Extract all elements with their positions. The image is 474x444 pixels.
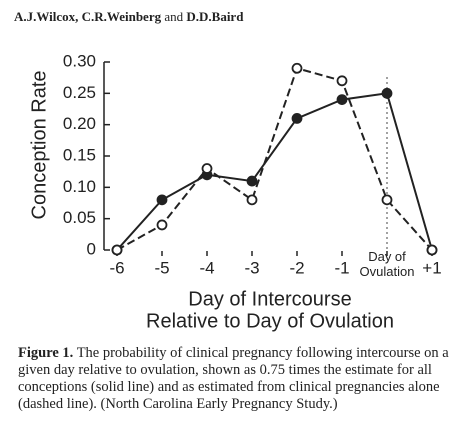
data-point xyxy=(291,113,303,124)
series-line xyxy=(116,92,433,251)
x-tick-label: -5 xyxy=(154,258,169,277)
data-point xyxy=(111,244,123,256)
y-tick-label: 0.10 xyxy=(63,177,96,196)
chart: A.J.Wilcox, C.R.Weinberg and D.D.Baird C… xyxy=(14,9,442,332)
authors-and: and xyxy=(164,9,183,24)
authors: A.J.Wilcox, C.R.Weinberg and D.D.Baird xyxy=(14,9,244,24)
x-tick-label: -2 xyxy=(289,258,304,277)
caption-text: The probability of clinical pregnancy fo… xyxy=(18,345,449,412)
data-point xyxy=(381,194,393,206)
author-names: A.J.Wilcox, C.R.Weinberg xyxy=(14,9,162,24)
y-tick-label: 0 xyxy=(87,239,96,258)
y-tick-label: 0.20 xyxy=(63,114,96,133)
data-point xyxy=(336,94,348,105)
x-tick-label: -1 xyxy=(334,258,349,277)
data-point xyxy=(246,175,258,187)
caption-label: Figure 1. xyxy=(18,345,74,361)
data-point xyxy=(381,87,393,99)
caption: Figure 1. The probability of clinical pr… xyxy=(18,345,466,413)
y-tick-label: 0.15 xyxy=(63,145,96,164)
data-point xyxy=(156,194,168,206)
data-point xyxy=(336,75,348,87)
x-tick-label: -4 xyxy=(199,258,214,277)
x-tick-label: -3 xyxy=(244,258,259,277)
y-tick-label: 0.30 xyxy=(63,51,96,70)
x-tick-label: Day of Ovulation xyxy=(360,249,415,279)
data-point xyxy=(291,62,303,74)
x-axis-label: Relative to Day of Ovulation xyxy=(146,310,394,332)
data-point xyxy=(426,244,438,256)
data-point xyxy=(156,219,168,231)
x-tick-label: +1 xyxy=(422,258,441,277)
y-axis-label: Conception Rate xyxy=(28,71,50,220)
x-axis-label: Day of Intercourse xyxy=(188,288,351,310)
y-tick-label: 0.05 xyxy=(63,208,96,227)
author-name: D.D.Baird xyxy=(186,9,244,24)
y-tick-label: 0.25 xyxy=(63,83,96,102)
x-tick-label: -6 xyxy=(109,258,124,277)
data-point xyxy=(201,163,213,174)
series-line xyxy=(116,67,433,251)
data-point xyxy=(246,194,258,206)
